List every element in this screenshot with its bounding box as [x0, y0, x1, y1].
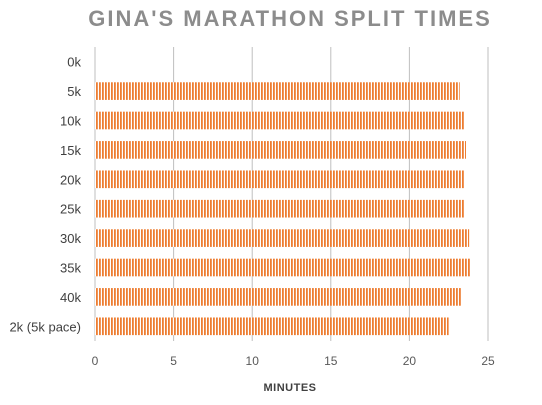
bar-15k	[95, 141, 466, 159]
category-label: 5k	[67, 84, 81, 99]
x-tick-label: 10	[246, 354, 260, 368]
bar-35k	[95, 258, 471, 277]
bars	[95, 82, 471, 336]
category-label: 25k	[60, 202, 81, 217]
category-label: 0k	[67, 55, 81, 70]
category-label: 30k	[60, 231, 81, 246]
x-axis-title: MINUTES	[264, 382, 317, 394]
x-tick-label: 25	[481, 354, 495, 368]
x-tick-label: 20	[403, 354, 417, 368]
category-label: 15k	[60, 143, 81, 158]
category-label: 2k (5k pace)	[9, 319, 81, 334]
bar-2k-5k-pace	[95, 317, 449, 336]
bar-40k	[95, 288, 462, 306]
bar-10k	[95, 111, 465, 130]
category-label: 40k	[60, 290, 81, 305]
bar-25k	[95, 199, 465, 218]
x-tick-label: 15	[324, 354, 338, 368]
x-tick-labels: 0 5 10 15 20 25	[92, 354, 495, 368]
bar-5k	[95, 82, 460, 100]
category-label: 35k	[60, 261, 81, 276]
bar-20k	[95, 170, 465, 189]
chart-title: GINA'S MARATHON SPLIT TIMES	[88, 6, 492, 31]
bar-30k	[95, 229, 470, 247]
x-tick-label: 5	[170, 354, 177, 368]
category-labels: 0k 5k 10k 15k 20k 25k 30k 35k 40k 2k (5k pace)	[9, 55, 81, 335]
category-label: 10k	[60, 114, 81, 129]
category-label: 20k	[60, 172, 81, 187]
x-tick-label: 0	[92, 354, 99, 368]
